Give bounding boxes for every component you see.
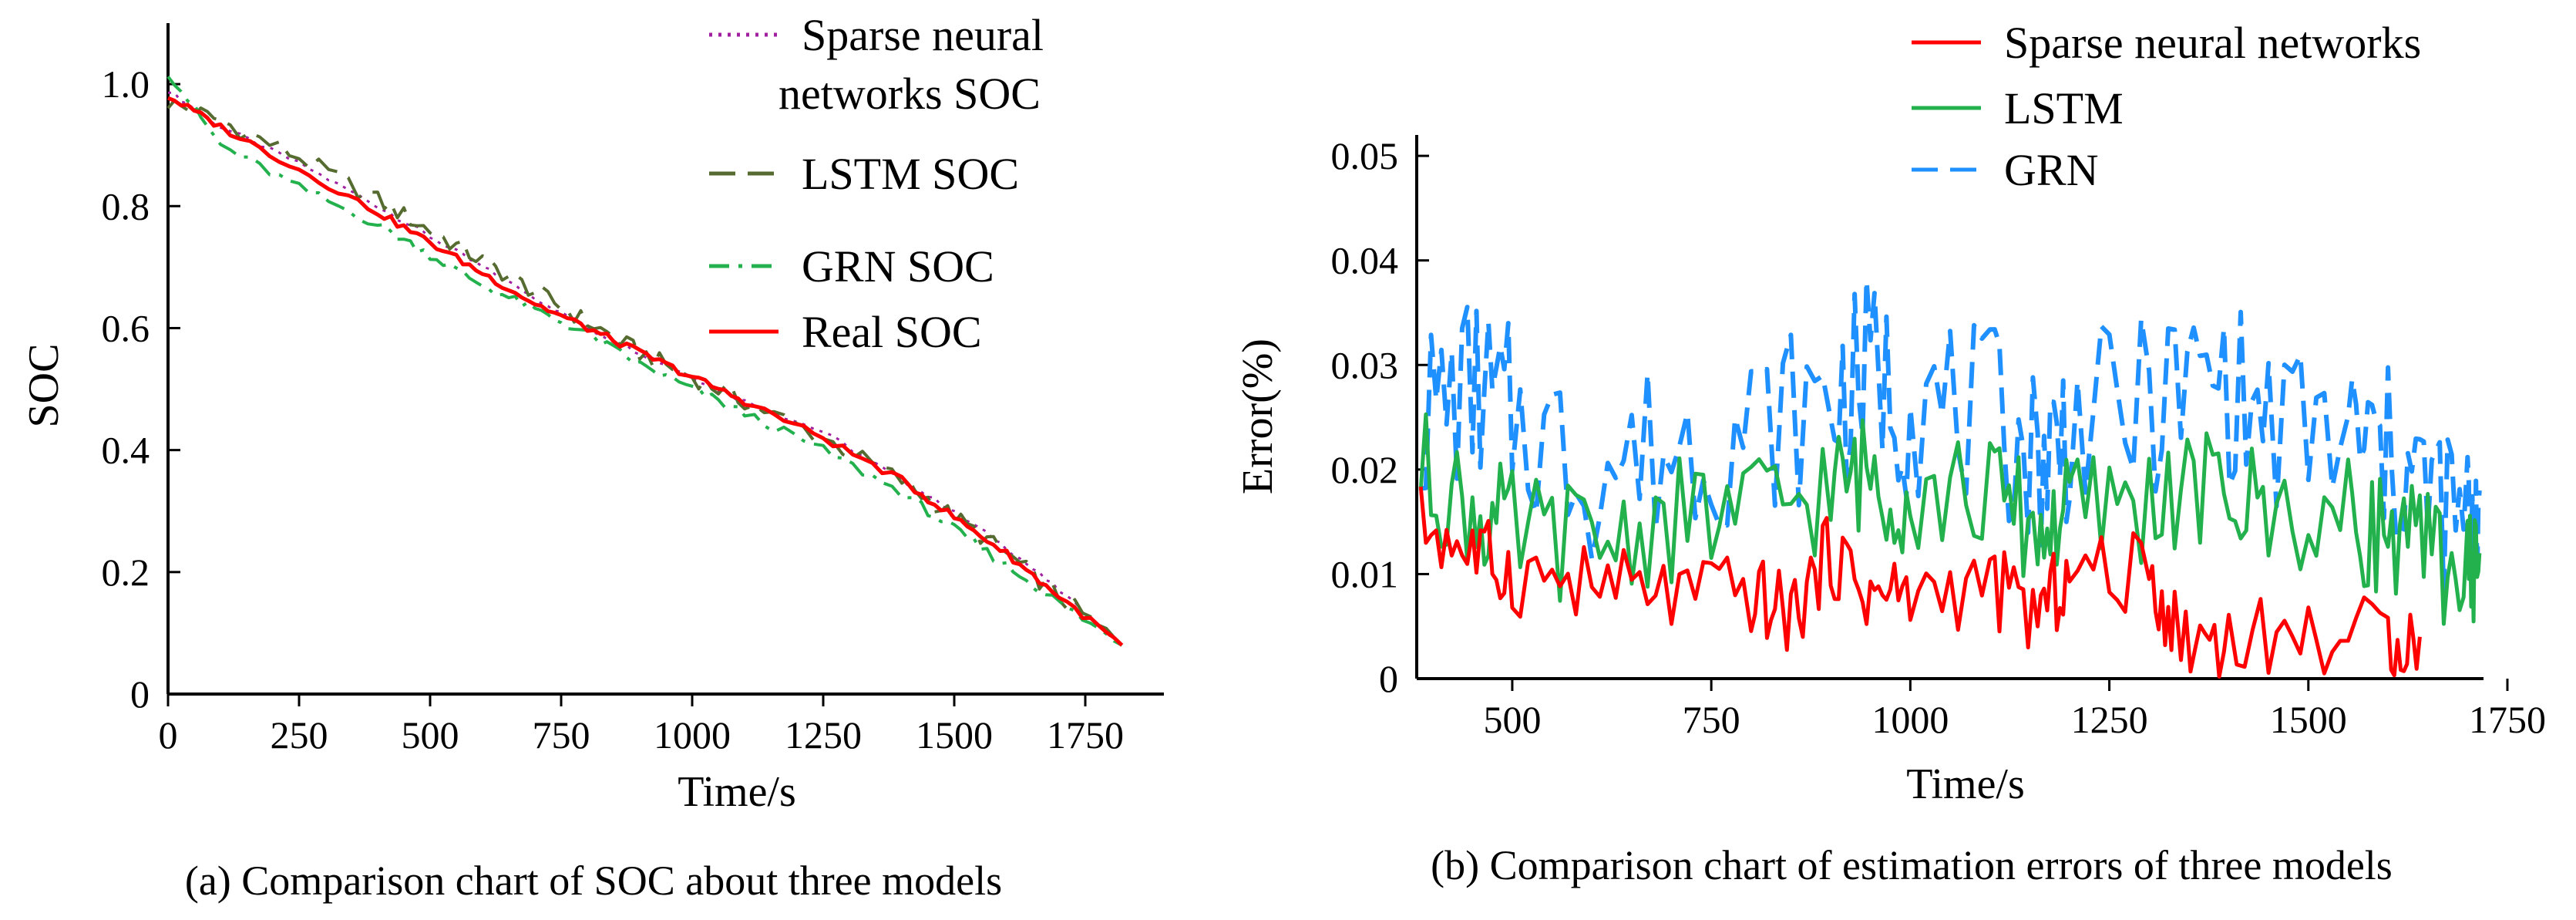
panel-a-ticks: 0 250 500 750 1000 1250 1500 1750 0 0.2 0.4 0.6 0.8 1…	[102, 62, 1125, 757]
panel-a-legend: Sparse neural networks SOC LSTM SOC GRN SOC…	[709, 10, 1044, 357]
legend-label: GRN SOC	[802, 241, 994, 292]
panel-b-series	[1418, 278, 2482, 679]
x-tick-label: 1500	[2270, 698, 2347, 741]
legend-label: LSTM SOC	[802, 149, 1019, 199]
y-tick-label: 0	[130, 672, 150, 716]
x-tick-label: 750	[533, 713, 590, 757]
series-line-grn-soc	[166, 76, 1123, 647]
y-tick-label: 0.2	[102, 551, 150, 594]
y-tick-label: 0.4	[102, 429, 150, 472]
x-tick-label: 750	[1683, 698, 1740, 741]
x-tick-label: 1750	[1047, 713, 1124, 757]
legend-label: Sparse neural networks	[2004, 18, 2421, 68]
series-line-sparse-neural-networks-soc	[167, 91, 1123, 646]
x-tick-label: 1500	[916, 713, 993, 757]
x-tick-label: 1750	[2469, 698, 2546, 741]
y-tick-label: 0.8	[102, 184, 150, 227]
y-tick-label: 1.0	[102, 62, 150, 106]
x-tick-label: 1250	[2071, 698, 2148, 741]
panel-b-x-axis-label: Time/s	[1906, 760, 2025, 808]
x-tick-label: 1250	[785, 713, 862, 757]
panel-b-legend: Sparse neural networks LSTM GRN	[1912, 18, 2421, 195]
panel-b-ticks: 500 750 1000 1250 1500 1750 0 0.01 0.02 0.03 0.04 0…	[1331, 134, 2546, 741]
legend-label: LSTM	[2004, 83, 2124, 133]
x-tick-label: 250	[271, 713, 328, 757]
legend-label: GRN	[2004, 145, 2098, 195]
x-tick-label: 500	[402, 713, 459, 757]
x-tick-label: 0	[159, 713, 178, 757]
x-tick-label: 1000	[1871, 698, 1949, 741]
y-tick-label: 0.04	[1331, 239, 1399, 282]
y-tick-label: 0.05	[1331, 134, 1399, 177]
panel-b-caption: (b) Comparison chart of estimation error…	[1431, 842, 2393, 888]
legend-label: networks SOC	[779, 69, 1041, 119]
panel-b-y-axis-label: Error(%)	[1234, 339, 1282, 494]
series-line-sparse-neural-networks	[1418, 486, 2422, 679]
panel-a-caption: (a) Comparison chart of SOC about three …	[185, 858, 1002, 904]
y-tick-label: 0.03	[1331, 343, 1399, 386]
panel-a-series	[166, 76, 1124, 647]
y-tick-label: 0.6	[102, 306, 150, 349]
panel-a-x-axis-label: Time/s	[678, 768, 796, 816]
panel-a-y-axis-label: SOC	[20, 344, 68, 428]
y-tick-label: 0	[1379, 657, 1398, 700]
panel-b-error-chart: 500 750 1000 1250 1500 1750 0 0.01 0.02 0.03 0.04 0…	[1234, 18, 2546, 888]
x-tick-label: 500	[1483, 698, 1541, 741]
panel-a-soc-chart: 0 250 500 750 1000 1250 1500 1750 0 0.2 0.4 0.6 0.8 1…	[20, 10, 1164, 904]
series-line-grn	[1420, 278, 2482, 596]
series-line-real-soc	[167, 96, 1124, 647]
x-tick-label: 1000	[654, 713, 731, 757]
y-tick-label: 0.01	[1331, 552, 1399, 595]
series-line-lstm-soc	[166, 99, 1124, 647]
series-line-lstm	[1418, 412, 2482, 626]
y-tick-label: 0.02	[1331, 448, 1399, 491]
legend-label: Real SOC	[802, 307, 982, 357]
legend-label: Sparse neural	[802, 10, 1044, 60]
